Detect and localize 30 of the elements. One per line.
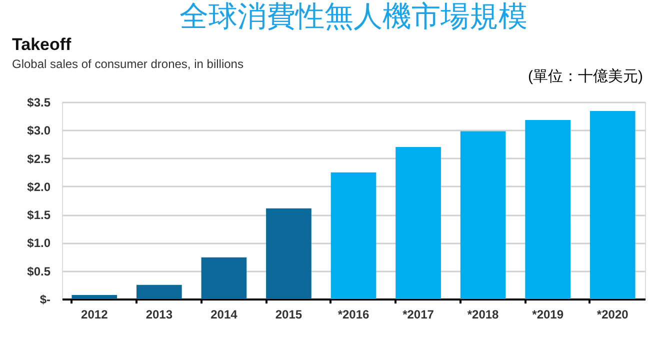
x-tick-label: *2016 [338,308,370,322]
y-tick-label: $3.0 [27,124,51,138]
y-tick-label: $0.5 [27,264,51,278]
y-tick-label: $2.0 [27,180,51,194]
chart-title: 全球消費性無人機市場規模 [180,0,528,33]
x-tick-label: *2019 [532,308,564,322]
x-tick-label: 2013 [146,308,173,322]
y-tick-label: $1.5 [27,208,51,222]
text: Global sales of consumer drones, in billions [12,57,244,71]
x-tick-label: 2014 [210,308,238,322]
bar [266,208,312,299]
x-tick-label: 2015 [275,308,302,322]
y-tick-label: $2.5 [27,152,51,166]
bar [136,284,182,299]
text: (單位：十億美元) [528,68,643,85]
bar [201,257,247,299]
x-tick-label: *2020 [596,308,629,322]
bar [525,120,571,299]
bar [396,147,441,299]
y-tick-label: $1.0 [27,236,51,250]
y-tick-label: $- [40,292,50,306]
x-tick-label: *2017 [402,308,434,322]
x-tick-label: *2018 [467,308,500,322]
y-tick-label: $3.5 [27,96,51,110]
x-tick-label: 2012 [81,308,108,322]
bar [330,172,376,299]
bar [72,295,118,299]
chart-subtitle: Takeoff [12,35,72,54]
bar [590,111,636,299]
bar [460,131,506,299]
